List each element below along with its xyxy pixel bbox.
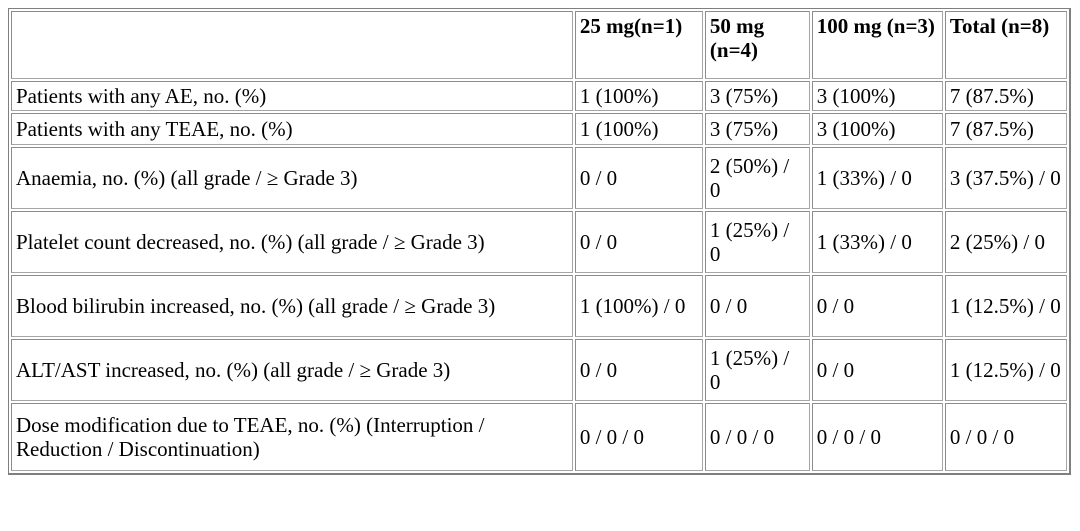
row-label-cell: Dose modification due to TEAE, no. (%) (… <box>11 403 573 472</box>
row-label-cell: Platelet count decreased, no. (%) (all g… <box>11 211 573 274</box>
table-row-blood-bilirubin-increased: Blood bilirubin increased, no. (%) (all … <box>11 275 1067 338</box>
header-cell-empty <box>11 11 573 79</box>
value-cell: 7 (87.5%) <box>944 113 1067 146</box>
value-cell: 1 (12.5%) / 0 <box>944 275 1067 338</box>
value-cell: 3 (37.5%) / 0 <box>944 147 1067 210</box>
adverse-events-table: 25 mg(n=1) 50 mg (n=4) 100 mg (n=3) Tota… <box>8 8 1071 476</box>
value-cell: 0 / 0 <box>574 339 703 402</box>
value-cell: 1 (25%) / 0 <box>704 211 810 274</box>
table-row-alt-ast-increased: ALT/AST increased, no. (%) (all grade / … <box>11 339 1067 402</box>
row-label-cell: Patients with any TEAE, no. (%) <box>11 113 573 146</box>
value-cell: 1 (100%) <box>574 81 703 112</box>
table-row-any-ae: Patients with any AE, no. (%) 1 (100%) 3… <box>11 81 1067 112</box>
header-cell-25mg: 25 mg(n=1) <box>574 11 703 79</box>
header-cell-50mg: 50 mg (n=4) <box>704 11 810 79</box>
row-label-cell: Blood bilirubin increased, no. (%) (all … <box>11 275 573 338</box>
value-cell: 7 (87.5%) <box>944 81 1067 112</box>
row-label-cell: Patients with any AE, no. (%) <box>11 81 573 112</box>
value-cell: 1 (12.5%) / 0 <box>944 339 1067 402</box>
header-cell-total: Total (n=8) <box>944 11 1067 79</box>
header-cell-100mg: 100 mg (n=3) <box>811 11 943 79</box>
value-cell: 0 / 0 / 0 <box>944 403 1067 472</box>
table-row-dose-modification: Dose modification due to TEAE, no. (%) (… <box>11 403 1067 472</box>
value-cell: 1 (100%) <box>574 113 703 146</box>
value-cell: 0 / 0 <box>811 275 943 338</box>
value-cell: 0 / 0 <box>704 275 810 338</box>
value-cell: 2 (50%) / 0 <box>704 147 810 210</box>
value-cell: 3 (75%) <box>704 113 810 146</box>
value-cell: 0 / 0 <box>811 339 943 402</box>
header-row: 25 mg(n=1) 50 mg (n=4) 100 mg (n=3) Tota… <box>11 11 1067 79</box>
row-label-cell: Anaemia, no. (%) (all grade / ≥ Grade 3) <box>11 147 573 210</box>
row-label-cell: ALT/AST increased, no. (%) (all grade / … <box>11 339 573 402</box>
value-cell: 0 / 0 / 0 <box>704 403 810 472</box>
value-cell: 0 / 0 / 0 <box>811 403 943 472</box>
value-cell: 0 / 0 / 0 <box>574 403 703 472</box>
value-cell: 3 (75%) <box>704 81 810 112</box>
value-cell: 3 (100%) <box>811 81 943 112</box>
value-cell: 1 (100%) / 0 <box>574 275 703 338</box>
value-cell: 1 (33%) / 0 <box>811 211 943 274</box>
table-row-platelet-count-decreased: Platelet count decreased, no. (%) (all g… <box>11 211 1067 274</box>
table-row-anaemia: Anaemia, no. (%) (all grade / ≥ Grade 3)… <box>11 147 1067 210</box>
value-cell: 2 (25%) / 0 <box>944 211 1067 274</box>
value-cell: 3 (100%) <box>811 113 943 146</box>
table-row-any-teae: Patients with any TEAE, no. (%) 1 (100%)… <box>11 113 1067 146</box>
value-cell: 0 / 0 <box>574 147 703 210</box>
value-cell: 1 (33%) / 0 <box>811 147 943 210</box>
value-cell: 0 / 0 <box>574 211 703 274</box>
value-cell: 1 (25%) / 0 <box>704 339 810 402</box>
